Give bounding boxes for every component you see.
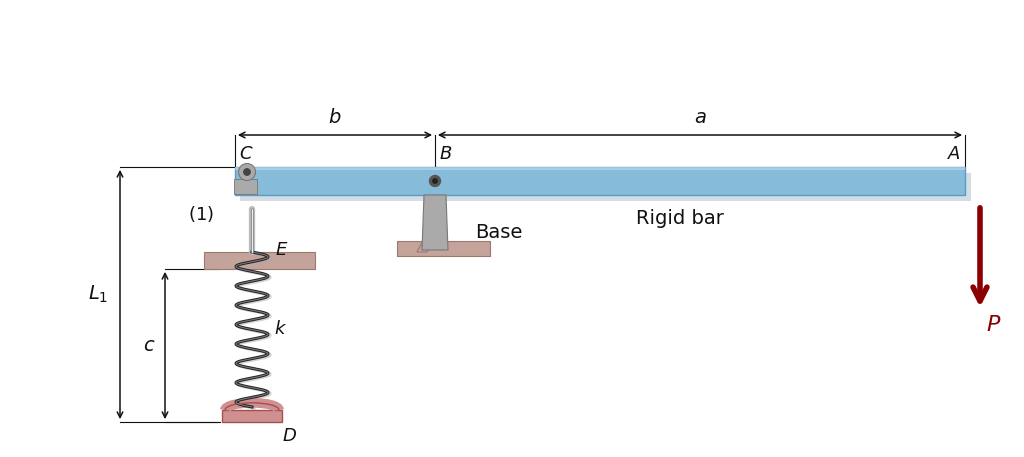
Text: $B$: $B$ <box>439 145 453 163</box>
Text: $(1)$: $(1)$ <box>188 203 214 223</box>
Text: $L_1$: $L_1$ <box>88 284 108 305</box>
Circle shape <box>433 179 437 183</box>
Circle shape <box>239 164 256 181</box>
Polygon shape <box>397 241 490 256</box>
Text: $a$: $a$ <box>693 108 707 127</box>
Polygon shape <box>234 167 965 170</box>
Text: $P$: $P$ <box>986 315 1001 335</box>
Text: $D$: $D$ <box>282 427 297 445</box>
Polygon shape <box>422 195 447 250</box>
Polygon shape <box>417 241 433 252</box>
Polygon shape <box>234 179 257 194</box>
Polygon shape <box>222 410 282 422</box>
Polygon shape <box>204 252 315 269</box>
Text: $b$: $b$ <box>329 108 342 127</box>
Polygon shape <box>234 167 965 195</box>
Polygon shape <box>240 173 971 201</box>
Circle shape <box>429 175 440 186</box>
Text: $c$: $c$ <box>142 336 155 355</box>
Text: Rigid bar: Rigid bar <box>636 209 724 228</box>
Polygon shape <box>397 250 490 256</box>
Text: $C$: $C$ <box>239 145 254 163</box>
Text: $k$: $k$ <box>274 320 287 339</box>
Text: $E$: $E$ <box>275 241 289 260</box>
Circle shape <box>244 169 250 175</box>
Text: $A$: $A$ <box>947 145 961 163</box>
Text: Base: Base <box>475 223 522 243</box>
